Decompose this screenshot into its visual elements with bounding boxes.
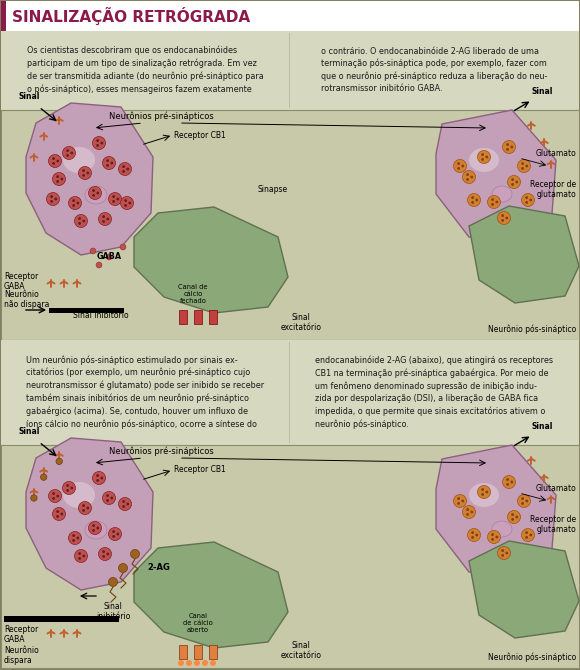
FancyBboxPatch shape — [1, 110, 579, 340]
Circle shape — [467, 529, 480, 541]
Circle shape — [495, 535, 498, 539]
Circle shape — [72, 534, 75, 537]
Circle shape — [92, 194, 95, 197]
Circle shape — [498, 212, 510, 224]
Circle shape — [508, 511, 520, 523]
Text: Sinal inibitório: Sinal inibitório — [73, 311, 129, 320]
Circle shape — [476, 198, 478, 202]
Polygon shape — [436, 110, 556, 244]
Circle shape — [96, 527, 99, 529]
Text: Receptor
GABA: Receptor GABA — [4, 272, 38, 291]
Circle shape — [521, 194, 535, 206]
Circle shape — [521, 167, 524, 170]
Circle shape — [466, 178, 469, 181]
Circle shape — [130, 549, 140, 559]
Circle shape — [470, 176, 473, 178]
Circle shape — [126, 168, 129, 170]
Circle shape — [63, 147, 75, 159]
Circle shape — [78, 222, 81, 225]
Circle shape — [102, 215, 105, 218]
Circle shape — [511, 178, 514, 181]
FancyBboxPatch shape — [1, 340, 579, 445]
Circle shape — [491, 203, 494, 206]
Circle shape — [120, 244, 126, 250]
Circle shape — [52, 162, 55, 165]
Circle shape — [49, 490, 61, 502]
Circle shape — [72, 539, 75, 542]
Circle shape — [467, 194, 480, 206]
Circle shape — [510, 480, 513, 483]
Circle shape — [92, 472, 106, 484]
FancyBboxPatch shape — [4, 616, 119, 622]
Circle shape — [60, 513, 63, 515]
Ellipse shape — [492, 186, 512, 202]
Circle shape — [74, 214, 88, 228]
Circle shape — [78, 217, 81, 220]
Circle shape — [506, 478, 509, 481]
Text: Canal de
cálcio
fechado: Canal de cálcio fechado — [178, 284, 208, 304]
Circle shape — [495, 200, 498, 204]
Circle shape — [462, 170, 476, 184]
Circle shape — [194, 660, 200, 666]
Circle shape — [476, 533, 478, 537]
Circle shape — [52, 497, 55, 500]
Circle shape — [96, 474, 99, 477]
Circle shape — [525, 196, 528, 199]
Circle shape — [516, 181, 518, 184]
Circle shape — [53, 507, 66, 521]
Circle shape — [96, 192, 99, 194]
Text: Glutamato: Glutamato — [535, 484, 576, 493]
Circle shape — [49, 155, 61, 168]
Circle shape — [466, 508, 469, 511]
Circle shape — [66, 149, 69, 152]
Circle shape — [506, 143, 509, 146]
Circle shape — [481, 158, 484, 161]
Circle shape — [122, 500, 125, 503]
Circle shape — [117, 533, 119, 535]
Circle shape — [112, 200, 115, 203]
Circle shape — [485, 155, 488, 158]
Circle shape — [122, 170, 125, 173]
Circle shape — [102, 550, 105, 553]
Polygon shape — [134, 207, 288, 313]
Circle shape — [186, 660, 192, 666]
Circle shape — [82, 174, 85, 177]
Circle shape — [501, 549, 504, 552]
Ellipse shape — [85, 186, 107, 204]
Circle shape — [52, 492, 55, 495]
Circle shape — [103, 157, 115, 170]
FancyBboxPatch shape — [194, 310, 202, 324]
Circle shape — [53, 172, 66, 186]
Circle shape — [457, 162, 460, 165]
Text: Neurônio pós-sináptico: Neurônio pós-sináptico — [488, 324, 576, 334]
Circle shape — [210, 660, 216, 666]
Text: Sinal: Sinal — [531, 422, 553, 431]
Ellipse shape — [63, 147, 95, 173]
Circle shape — [68, 531, 82, 545]
Circle shape — [78, 557, 81, 560]
Circle shape — [50, 200, 53, 203]
Circle shape — [102, 220, 105, 223]
Circle shape — [502, 141, 516, 153]
Circle shape — [66, 489, 69, 492]
Circle shape — [457, 502, 460, 505]
Circle shape — [505, 216, 508, 219]
Circle shape — [78, 502, 92, 515]
Circle shape — [488, 531, 501, 543]
FancyBboxPatch shape — [1, 1, 579, 31]
Ellipse shape — [63, 482, 95, 508]
Circle shape — [510, 145, 513, 148]
FancyBboxPatch shape — [1, 1, 6, 31]
Circle shape — [96, 262, 102, 268]
Circle shape — [525, 201, 528, 204]
Circle shape — [82, 170, 85, 172]
FancyBboxPatch shape — [1, 31, 579, 110]
Circle shape — [521, 497, 524, 500]
Circle shape — [96, 144, 99, 147]
Circle shape — [74, 549, 88, 563]
Text: Sinal
excitatório: Sinal excitatório — [281, 641, 321, 660]
Text: Neurônio pós-sináptico: Neurônio pós-sináptico — [488, 653, 576, 662]
Text: Glutamato: Glutamato — [535, 149, 576, 158]
Circle shape — [102, 555, 105, 558]
